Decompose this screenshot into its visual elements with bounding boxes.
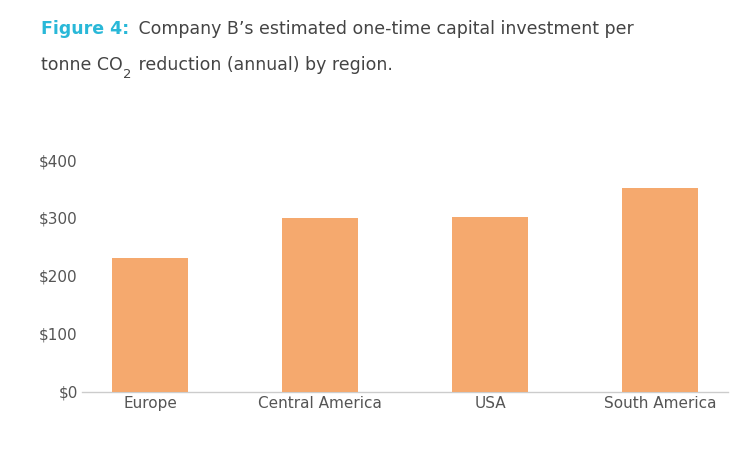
Bar: [622, 188, 698, 392]
Text: Company B’s estimated one-time capital investment per: Company B’s estimated one-time capital i…: [134, 20, 634, 38]
Text: 2: 2: [123, 68, 131, 81]
Bar: [452, 217, 528, 392]
Text: tonne CO: tonne CO: [41, 56, 123, 74]
Text: reduction (annual) by region.: reduction (annual) by region.: [133, 56, 393, 74]
Bar: [112, 258, 188, 392]
Bar: [282, 218, 358, 392]
Text: Figure 4:: Figure 4:: [41, 20, 130, 38]
